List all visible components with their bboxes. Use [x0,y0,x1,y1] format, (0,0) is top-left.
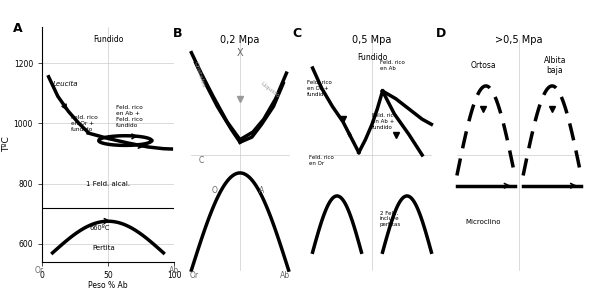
Text: B: B [173,27,182,40]
Text: Ortosa: Ortosa [470,61,496,70]
Text: Leucita: Leucita [53,81,78,87]
Text: Ab: Ab [280,271,290,280]
Text: Feld. rico
en Or +
fundido: Feld. rico en Or + fundido [307,80,332,97]
Text: X: X [236,48,244,58]
Text: Feld. rico
en Ab +
fundido: Feld. rico en Ab + fundido [372,113,397,130]
Text: 0,5 Mpa: 0,5 Mpa [352,35,392,45]
Text: Pertita: Pertita [92,245,115,251]
Text: Fundido: Fundido [93,35,123,44]
Text: 1 Feld. alcal.: 1 Feld. alcal. [86,181,130,187]
Text: A: A [13,22,23,36]
Text: D: D [436,27,446,40]
Text: 2 Feld.
incluye
pertitas: 2 Feld. incluye pertitas [380,211,401,227]
Text: Fundido: Fundido [357,53,387,62]
Text: Líquido: Líquido [259,80,281,99]
X-axis label: Peso % Ab: Peso % Ab [88,281,128,290]
Text: Or: Or [35,266,44,275]
Text: Microclino: Microclino [466,219,501,225]
Text: Feld. rico
en Ab: Feld. rico en Ab [380,60,405,71]
Text: O: O [211,186,217,195]
Text: Feld. rico
en Or +
fundido: Feld. rico en Or + fundido [71,115,98,132]
Y-axis label: TºC: TºC [2,137,11,152]
Text: Ab: Ab [169,266,179,275]
Text: >0,5 Mpa: >0,5 Mpa [495,35,543,45]
Text: C: C [293,27,302,40]
Text: Feld. rico
en Or: Feld. rico en Or [308,155,334,166]
Text: A: A [259,186,264,195]
Text: Feld. rico
en Ab +
Feld. rico
fundido: Feld. rico en Ab + Feld. rico fundido [116,105,143,128]
Text: Cristales: Cristales [193,61,206,88]
Text: Albita
baja: Albita baja [544,56,566,75]
Text: Or: Or [190,271,199,280]
Text: 0,2 Mpa: 0,2 Mpa [220,35,260,45]
Text: 660ºC: 660ºC [89,225,110,231]
Text: C: C [199,156,204,165]
